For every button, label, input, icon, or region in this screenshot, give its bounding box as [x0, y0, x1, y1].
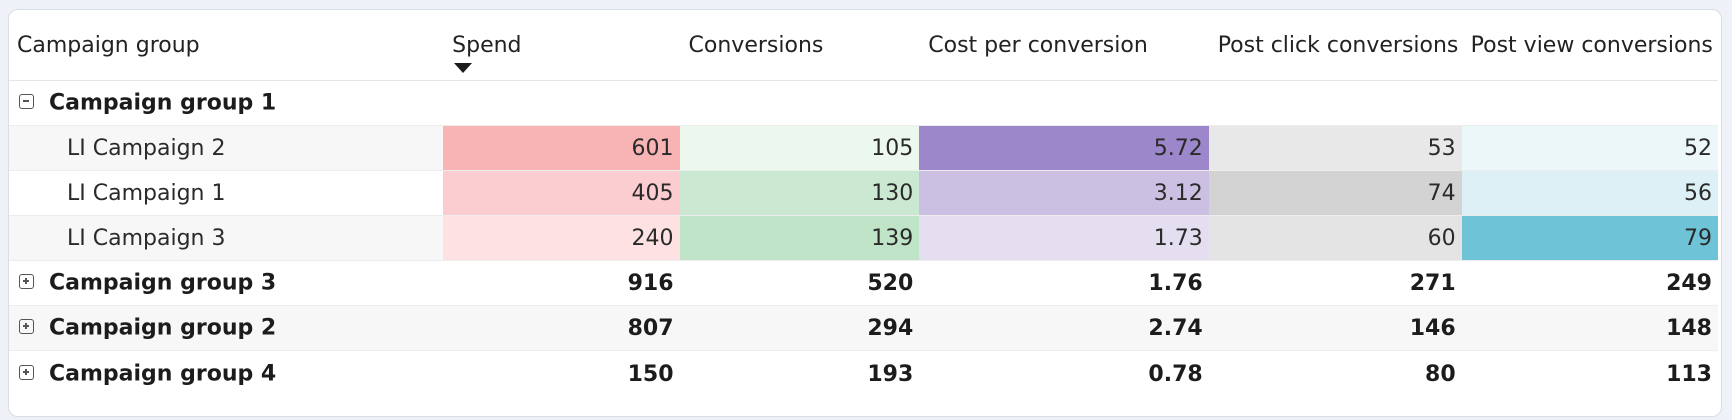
group-conversions-cell — [679, 80, 920, 126]
group-row-campaign-group-2[interactable]: Campaign group 2 807 294 2.74 146 148 — [9, 305, 1718, 351]
post-click-conversions-cell: 80 — [1425, 361, 1456, 387]
cost-per-conversion-cell: 1.76 — [919, 260, 1209, 306]
sort-wrap: Spend — [452, 32, 522, 73]
conversions-cell: 294 — [679, 305, 920, 351]
conversions-cell: 193 — [867, 361, 914, 387]
collapse-icon[interactable] — [19, 93, 34, 109]
group-name: Campaign group 2 — [49, 315, 277, 341]
group-row-campaign-group-1[interactable]: Campaign group 1 — [9, 80, 1718, 126]
header-row: Campaign group Spend Conversions Cost pe… — [9, 10, 1718, 81]
column-header-spend[interactable]: Spend — [443, 10, 680, 81]
conversions-cell: 139 — [679, 215, 920, 261]
group-row-campaign-group-3[interactable]: Campaign group 3 916 520 1.76 271 249 — [9, 260, 1718, 306]
column-header-label: Conversions — [688, 32, 824, 58]
spend-cell: 916 — [443, 260, 680, 306]
group-name-cell: Campaign group 2 — [9, 305, 444, 351]
spend-cell: 601 — [443, 125, 680, 171]
post-view-conversions-cell: 56 — [1461, 170, 1718, 216]
expand-icon[interactable] — [19, 273, 34, 289]
post-view-conversions-cell: 113 — [1666, 361, 1712, 387]
spend-cell: 150 — [627, 361, 674, 387]
post-view-conversions-cell: 148 — [1461, 305, 1718, 351]
campaign-name: LI Campaign 1 — [9, 170, 444, 216]
group-cost-per-conversion-cell — [919, 80, 1209, 126]
conversions-cell: 130 — [679, 170, 920, 216]
post-view-conversions-cell: 249 — [1461, 260, 1718, 306]
group-post-click-cell — [1208, 80, 1462, 126]
group-name-cell: Campaign group 1 — [9, 80, 444, 126]
column-header-post-view-conversions[interactable]: Post view conversions — [1461, 10, 1718, 81]
spend-cell: 807 — [443, 305, 680, 351]
column-header-post-click-conversions[interactable]: Post click conversions — [1208, 10, 1462, 81]
post-view-conversions-cell: 79 — [1461, 215, 1718, 261]
post-view-conversions-cell: 52 — [1461, 125, 1718, 171]
sort-descending-icon — [454, 62, 473, 73]
cost-per-conversion-cell: 1.73 — [919, 215, 1209, 261]
post-click-conversions-cell: 146 — [1208, 305, 1462, 351]
post-click-conversions-cell: 60 — [1208, 215, 1462, 261]
group-name-cell: Campaign group 4 — [9, 351, 443, 398]
spend-cell: 240 — [443, 215, 680, 261]
column-header-label: Cost per conversion — [928, 32, 1148, 58]
group-name-cell: Campaign group 3 — [9, 260, 444, 306]
cost-per-conversion-cell: 2.74 — [919, 305, 1209, 351]
column-header-label: Spend — [452, 32, 522, 58]
child-row-li-campaign-2[interactable]: LI Campaign 2 601 105 5.72 53 52 — [9, 125, 1718, 171]
conversions-cell: 105 — [679, 125, 920, 171]
group-spend-cell — [443, 80, 680, 126]
campaign-name: LI Campaign 3 — [9, 215, 444, 261]
group-post-view-cell — [1461, 80, 1718, 126]
group-row-campaign-group-4[interactable]: Campaign group 4 150 193 0.78 80 113 — [9, 351, 1718, 398]
cost-per-conversion-cell: 3.12 — [919, 170, 1209, 216]
child-row-li-campaign-1[interactable]: LI Campaign 1 405 130 3.12 74 56 — [9, 170, 1718, 216]
post-click-conversions-cell: 74 — [1208, 170, 1462, 216]
group-name: Campaign group 4 — [49, 361, 277, 387]
column-header-cost-per-conversion[interactable]: Cost per conversion — [919, 10, 1209, 81]
child-row-li-campaign-3[interactable]: LI Campaign 3 240 139 1.73 60 79 — [9, 215, 1718, 261]
campaign-name: LI Campaign 2 — [9, 125, 444, 171]
group-name: Campaign group 1 — [49, 90, 277, 116]
column-header-label: Campaign group — [17, 32, 200, 58]
post-click-conversions-cell: 271 — [1208, 260, 1462, 306]
group-name: Campaign group 3 — [49, 270, 277, 296]
cost-per-conversion-cell: 0.78 — [1148, 361, 1203, 387]
column-header-label: Post click conversions — [1217, 32, 1459, 58]
conversions-cell: 520 — [679, 260, 920, 306]
pivot-table-panel: Campaign group Spend Conversions Cost pe… — [8, 9, 1722, 417]
campaign-table: Campaign group Spend Conversions Cost pe… — [9, 10, 1718, 397]
column-header-campaign-group[interactable]: Campaign group — [9, 10, 444, 81]
spend-cell: 405 — [443, 170, 680, 216]
post-click-conversions-cell: 53 — [1208, 125, 1462, 171]
column-header-label: Post view conversions — [1470, 32, 1713, 58]
expand-icon[interactable] — [19, 318, 34, 334]
column-header-conversions[interactable]: Conversions — [679, 10, 920, 81]
expand-icon[interactable] — [19, 364, 34, 380]
cost-per-conversion-cell: 5.72 — [919, 125, 1209, 171]
